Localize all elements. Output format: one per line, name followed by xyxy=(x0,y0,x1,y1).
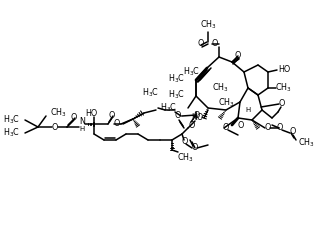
Text: O: O xyxy=(223,124,229,133)
Text: H$_3$C: H$_3$C xyxy=(142,87,159,99)
Text: O: O xyxy=(175,110,181,119)
Text: CH$_3$: CH$_3$ xyxy=(298,137,315,149)
Text: N: N xyxy=(79,116,85,125)
Text: O: O xyxy=(189,122,195,131)
Text: H: H xyxy=(80,126,84,132)
Text: O: O xyxy=(265,124,271,133)
Text: H: H xyxy=(246,107,250,113)
Text: O: O xyxy=(114,119,120,128)
Text: CH$_3$: CH$_3$ xyxy=(218,97,235,109)
Text: H$_3$C: H$_3$C xyxy=(160,102,177,114)
Text: CH$_3$: CH$_3$ xyxy=(177,152,193,164)
Text: O: O xyxy=(198,40,204,49)
Text: O: O xyxy=(194,112,200,121)
Text: O: O xyxy=(109,110,115,119)
Text: CH$_3$: CH$_3$ xyxy=(50,107,67,119)
Text: HO: HO xyxy=(278,66,290,75)
Text: H$_3$C: H$_3$C xyxy=(168,89,185,101)
Text: O: O xyxy=(235,51,241,60)
Text: O: O xyxy=(279,100,285,109)
Text: CH$_3$: CH$_3$ xyxy=(200,19,216,31)
Text: CH$_3$: CH$_3$ xyxy=(275,82,292,94)
Text: H$_3$C: H$_3$C xyxy=(3,127,20,139)
Text: H$_3$C: H$_3$C xyxy=(3,114,20,126)
Text: O: O xyxy=(52,122,58,131)
Text: O: O xyxy=(212,40,218,49)
Text: H$_3$C: H$_3$C xyxy=(183,66,200,78)
Text: HO: HO xyxy=(85,109,97,118)
Text: O: O xyxy=(277,124,283,133)
Text: CH$_3$: CH$_3$ xyxy=(212,82,229,94)
Text: H$_3$C: H$_3$C xyxy=(168,73,185,85)
Text: O: O xyxy=(182,137,188,146)
Text: O: O xyxy=(71,113,77,122)
Text: HO: HO xyxy=(192,113,204,122)
Text: O: O xyxy=(290,128,296,137)
Text: O: O xyxy=(192,143,198,152)
Text: O: O xyxy=(238,121,245,130)
